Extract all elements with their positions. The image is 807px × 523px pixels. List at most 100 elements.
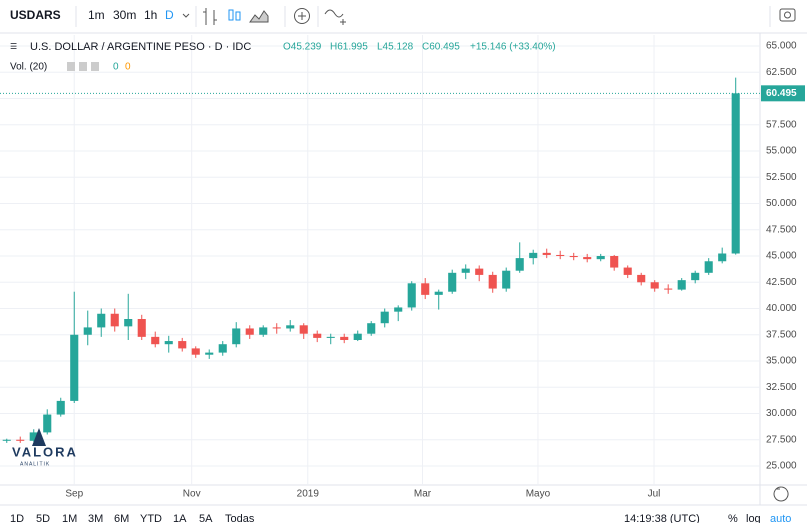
candle-body (326, 336, 335, 338)
candle-body (394, 307, 403, 312)
candle-body (542, 252, 551, 255)
volume-value: 0 (125, 62, 131, 73)
candle-body (70, 334, 79, 401)
candle-body (704, 261, 713, 273)
candle-body (583, 257, 592, 260)
candle-body (353, 333, 362, 341)
candle-body (448, 272, 457, 292)
x-tick-label: Mar (414, 489, 432, 500)
range-button[interactable]: 1M (62, 513, 77, 523)
candle-body (650, 282, 659, 289)
candle-body (286, 325, 295, 329)
y-tick-label: 65.000 (766, 41, 797, 52)
y-tick-label: 55.000 (766, 146, 797, 157)
y-tick-label: 47.500 (766, 224, 797, 235)
candle-body (677, 280, 686, 290)
clock: 14:19:38 (UTC) (624, 513, 700, 523)
y-tick-label: 30.000 (766, 408, 797, 419)
x-tick-label: Nov (183, 489, 201, 500)
toolbar (0, 0, 807, 33)
y-tick-label: 57.500 (766, 119, 797, 130)
candle-body (502, 270, 511, 289)
candle-body (596, 256, 605, 260)
interval[interactable]: D (165, 8, 174, 22)
candle-body (29, 432, 38, 441)
compare-icon[interactable] (324, 9, 346, 25)
candle-body (340, 336, 349, 341)
y-tick-label: 35.000 (766, 356, 797, 367)
candle-body (16, 439, 25, 441)
candle-body (731, 93, 740, 254)
chart-title: U.S. DOLLAR / ARGENTINE PESO · D · IDC (30, 41, 251, 53)
collapse-icon[interactable]: ☰ (10, 42, 17, 51)
candle-body (313, 333, 322, 338)
volume-button[interactable] (91, 62, 99, 71)
x-tick-label: 2019 (297, 489, 320, 500)
range-button[interactable]: 1D (10, 513, 24, 523)
range-button[interactable]: 1A (173, 513, 187, 523)
candle-body (245, 328, 254, 335)
candle-body (569, 256, 578, 258)
interval[interactable]: 1m (88, 8, 105, 22)
range-button[interactable]: 5D (36, 513, 50, 523)
candle-body (299, 325, 308, 334)
candle-body (97, 313, 106, 328)
x-tick-label: Sep (65, 489, 83, 500)
interval[interactable]: 30m (113, 8, 136, 22)
candle-body (529, 252, 538, 259)
volume-button[interactable] (79, 62, 87, 71)
range-button[interactable]: 5A (199, 513, 213, 523)
interval[interactable]: 1h (144, 8, 157, 22)
ohlc-change: +15.146 (+33.40%) (470, 42, 556, 53)
add-icon[interactable] (294, 8, 310, 24)
y-tick-label: 37.500 (766, 329, 797, 340)
y-tick-label: 32.500 (766, 382, 797, 393)
scale-option[interactable]: % (728, 513, 738, 523)
candle-body (691, 272, 700, 281)
ohlc-high: H61.995 (330, 42, 368, 53)
candle-body (83, 327, 92, 335)
candle-body (407, 283, 416, 308)
candle-body (556, 254, 565, 257)
symbol[interactable]: USDARS (10, 8, 61, 22)
candle-body (137, 319, 146, 337)
volume-value: 0 (113, 62, 119, 73)
range-button[interactable]: YTD (140, 513, 162, 523)
range-button[interactable]: 3M (88, 513, 103, 523)
candle-body (124, 319, 133, 327)
y-tick-label: 62.500 (766, 67, 797, 78)
candle-body (191, 348, 200, 355)
dropdown-icon[interactable] (182, 13, 190, 18)
candle-body (718, 253, 727, 262)
y-tick-label: 42.500 (766, 277, 797, 288)
ohlc-open: O45.239 (283, 42, 322, 53)
y-tick-label: 50.000 (766, 198, 797, 209)
candle-body (610, 256, 619, 268)
ohlc-low: L45.128 (377, 42, 414, 53)
candle-body (151, 336, 160, 345)
candle-body (380, 311, 389, 324)
watermark: VALORA (12, 444, 78, 459)
scale-option[interactable]: log (746, 513, 761, 523)
watermark-sub: ANALITIK (20, 461, 50, 467)
snapshot-icon[interactable] (779, 8, 796, 22)
indicator-icon[interactable] (203, 8, 269, 25)
last-price-badge (761, 85, 805, 102)
candle-body (218, 344, 227, 353)
range-button[interactable]: 6M (114, 513, 129, 523)
candle-body (272, 327, 281, 329)
settings-icon[interactable] (773, 486, 789, 502)
candle-body (259, 327, 268, 335)
range-button[interactable]: Todas (225, 513, 255, 523)
candle-body (488, 274, 497, 289)
scale-option[interactable]: auto (770, 513, 791, 523)
candle-body (43, 414, 52, 433)
y-tick-label: 52.500 (766, 172, 797, 183)
candle-body (56, 400, 65, 415)
candle-body (664, 288, 673, 290)
volume-button[interactable] (67, 62, 75, 71)
footer: 1D 5D 1M 3M 6M YTD 1A 5A Todas 14:19:38 (UTC)% log… (10, 513, 791, 523)
x-tick-label: Jul (648, 489, 661, 500)
